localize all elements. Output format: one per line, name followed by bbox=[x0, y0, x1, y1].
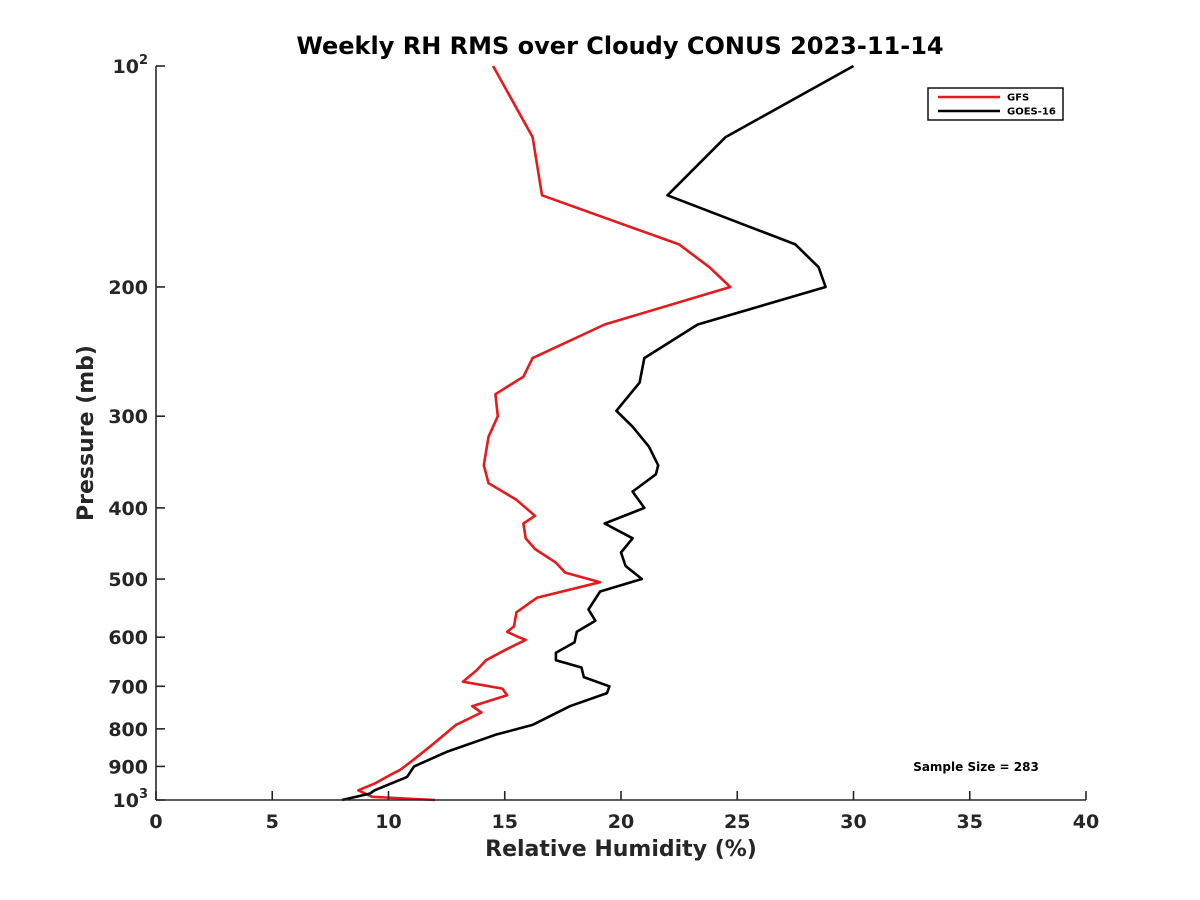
sample-size-annotation: Sample Size = 283 bbox=[913, 760, 1039, 774]
legend-label-gfs: GFS bbox=[1007, 93, 1029, 104]
y-tick-label: 900 bbox=[108, 756, 148, 778]
y-ticks: 102 200 300 400 500 600 700 800 900 103 bbox=[108, 53, 165, 812]
x-tick-label: 40 bbox=[1073, 811, 1099, 833]
plot-lines bbox=[341, 64, 855, 802]
legend: GFS GOES-16 bbox=[927, 87, 1064, 121]
x-axis-label: Relative Humidity (%) bbox=[485, 837, 757, 862]
x-tick-label: 20 bbox=[608, 811, 634, 833]
x-ticks: 0 5 10 15 20 25 30 35 40 bbox=[149, 791, 1099, 833]
x-tick-label: 15 bbox=[492, 811, 518, 833]
series-line-goes-16 bbox=[341, 64, 855, 802]
y-tick-label: 800 bbox=[108, 719, 148, 741]
y-tick-label: 102 bbox=[113, 53, 149, 78]
legend-box bbox=[927, 87, 1064, 121]
series-line-gfs bbox=[356, 65, 732, 802]
y-axis-label: Pressure (mb) bbox=[74, 345, 99, 521]
y-tick-label: 700 bbox=[108, 676, 148, 698]
x-tick-label: 25 bbox=[724, 811, 750, 833]
y-tick-label: 300 bbox=[108, 406, 148, 428]
x-tick-label: 30 bbox=[840, 811, 866, 833]
y-tick-label: 500 bbox=[108, 569, 148, 591]
x-tick-label: 35 bbox=[957, 811, 983, 833]
y-tick-label: 400 bbox=[108, 498, 148, 520]
y-tick-label: 200 bbox=[108, 277, 148, 299]
x-tick-label: 0 bbox=[149, 811, 162, 833]
y-tick-label: 103 bbox=[113, 787, 149, 812]
legend-label-goes-16: GOES-16 bbox=[1007, 107, 1056, 118]
y-tick-label: 600 bbox=[108, 627, 148, 649]
x-tick-label: 5 bbox=[266, 811, 279, 833]
chart-title: Weekly RH RMS over Cloudy CONUS 2023-11-… bbox=[296, 32, 943, 60]
x-tick-label: 10 bbox=[375, 811, 401, 833]
